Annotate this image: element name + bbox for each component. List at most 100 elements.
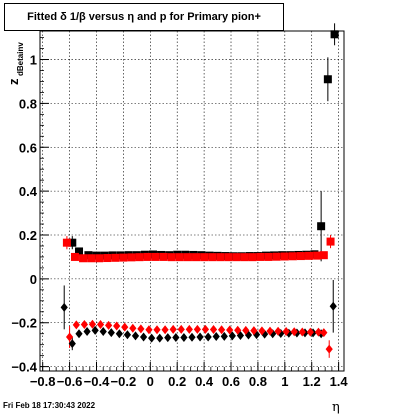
y-tick-label: −0.4	[11, 360, 37, 375]
square-marker	[208, 253, 217, 262]
square-marker	[87, 254, 96, 263]
x-tick-label: −0.8	[30, 374, 56, 389]
diamond-marker	[250, 326, 258, 336]
x-tick-label: 0.8	[249, 374, 267, 389]
diamond-marker	[96, 319, 105, 329]
square-marker	[143, 252, 152, 261]
square-marker	[200, 253, 209, 262]
square-marker	[95, 254, 104, 263]
square-marker	[272, 252, 281, 261]
diamond-marker	[314, 327, 323, 337]
diamond-marker	[105, 320, 113, 330]
diamond-marker	[123, 330, 132, 340]
square-marker	[313, 251, 322, 260]
diamond-marker	[68, 339, 76, 349]
square-marker	[119, 253, 128, 262]
diamond-marker	[99, 327, 107, 337]
diamond-marker	[266, 326, 274, 336]
diamond-marker	[228, 331, 236, 341]
square-marker	[167, 253, 176, 262]
x-tick-label: −0.2	[111, 374, 137, 389]
diamond-marker	[148, 333, 156, 343]
diamond-marker	[115, 329, 123, 339]
x-axis-label: η	[332, 400, 340, 414]
diamond-marker	[188, 332, 196, 342]
diamond-marker	[185, 324, 193, 334]
diamond-marker	[226, 325, 234, 335]
diamond-marker	[164, 333, 172, 343]
diamond-marker	[169, 324, 177, 334]
diamond-marker	[306, 327, 314, 337]
square-marker	[192, 253, 201, 262]
y-tick-labels: −0.4 −0.2 0 0.2 0.4 0.6 0.8 1	[11, 53, 37, 375]
x-tick-label: 1	[281, 374, 288, 389]
y-axis-label-subscript: dBetainv	[16, 42, 25, 76]
square-marker	[326, 237, 335, 246]
diamond-marker	[131, 331, 140, 341]
diamond-marker	[258, 326, 266, 336]
y-tick-label: 0.8	[19, 96, 37, 111]
diamond-marker	[156, 333, 164, 343]
diamond-marker	[204, 332, 212, 342]
diamond-marker	[193, 324, 201, 334]
x-tick-label: 0	[147, 374, 154, 389]
diamond-marker	[83, 327, 91, 337]
square-marker	[183, 253, 192, 262]
y-tick-label: 0.2	[19, 228, 37, 243]
square-marker	[111, 253, 120, 262]
diamond-marker	[153, 325, 161, 335]
diamond-marker	[217, 325, 226, 335]
diamond-marker	[261, 329, 269, 339]
diamond-marker	[209, 325, 218, 335]
x-tick-label: 1.2	[303, 374, 321, 389]
diamond-marker	[282, 327, 290, 337]
data-points	[60, 30, 339, 354]
square-marker	[70, 252, 79, 261]
square-marker	[103, 254, 112, 263]
square-marker	[68, 238, 77, 247]
y-tick-label: 0.6	[19, 140, 37, 155]
diamond-marker	[137, 324, 145, 334]
diamond-marker	[121, 322, 129, 332]
square-marker	[224, 253, 233, 262]
square-marker	[296, 252, 305, 261]
y-tick-label: 1	[30, 53, 37, 68]
x-tick-labels: −0.8 −0.6 −0.4 −0.2 0 0.2 0.4 0.6 0.8 1 1.2 1.4	[30, 374, 349, 389]
diamond-marker	[107, 328, 115, 338]
y-tick-label: 0.4	[19, 184, 38, 199]
diamond-marker	[72, 320, 80, 330]
x-tick-label: −0.4	[84, 374, 110, 389]
square-marker	[330, 30, 339, 39]
square-marker	[256, 252, 265, 261]
diamond-marker	[145, 325, 153, 335]
diamond-marker	[91, 325, 99, 335]
square-marker	[175, 253, 184, 262]
square-marker	[323, 75, 332, 84]
diamond-marker	[75, 329, 83, 339]
diamond-marker	[234, 325, 242, 335]
diamond-marker	[80, 319, 88, 329]
square-marker	[79, 254, 88, 263]
x-tick-label: 0.4	[195, 374, 214, 389]
square-marker	[159, 252, 168, 261]
square-marker	[288, 252, 297, 261]
diamond-marker	[212, 332, 220, 342]
diamond-marker	[196, 332, 204, 342]
y-tick-label: 0	[30, 272, 37, 287]
timestamp-footer: Fri Feb 18 17:30:43 2022	[3, 401, 96, 410]
square-marker	[216, 253, 225, 262]
diamond-marker	[177, 324, 185, 334]
chart-title: Fitted δ 1/β versus η and p for Primary …	[27, 11, 261, 23]
diamond-marker	[161, 325, 169, 335]
square-marker	[317, 222, 326, 231]
square-marker	[240, 253, 249, 262]
diamond-marker	[242, 325, 250, 335]
square-marker	[264, 252, 273, 261]
diamond-marker	[139, 332, 148, 342]
square-marker	[135, 253, 144, 262]
diamond-marker	[329, 301, 337, 311]
diamond-marker	[180, 332, 188, 342]
square-marker	[248, 253, 257, 262]
y-axis-label: z	[6, 78, 21, 85]
